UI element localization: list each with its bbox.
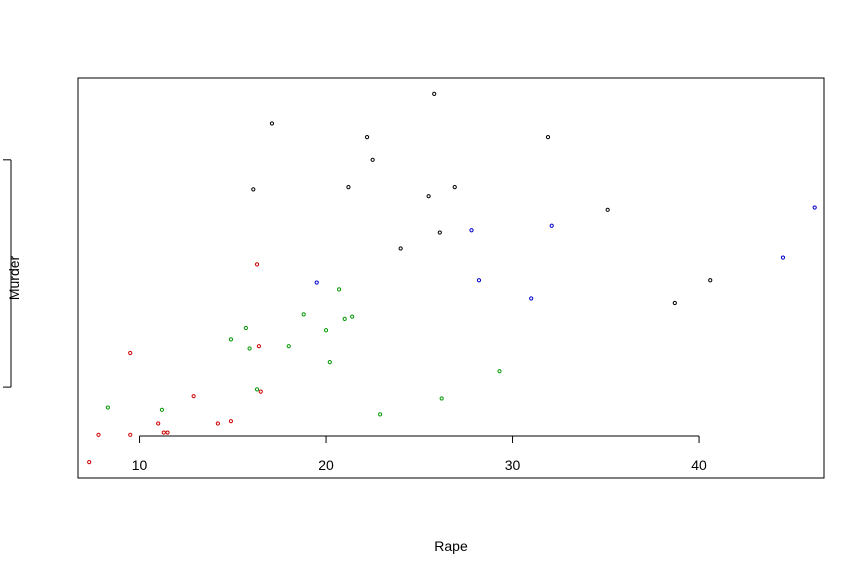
data-point (469, 228, 474, 233)
x-tick-label: 30 (505, 457, 521, 473)
data-point (370, 157, 375, 162)
y-axis (3, 159, 12, 388)
data-point (314, 280, 319, 285)
data-point (286, 344, 291, 349)
data-point (301, 312, 306, 317)
data-point (323, 328, 329, 333)
x-axis: 10 20 30 40 (132, 435, 707, 473)
data-point (159, 407, 165, 412)
data-point (254, 387, 260, 392)
data-point (228, 337, 234, 342)
data-point (243, 325, 248, 331)
data-points (87, 91, 817, 465)
data-point (452, 184, 457, 190)
data-point (128, 350, 133, 356)
x-tick-label: 40 (691, 457, 707, 473)
data-point (545, 134, 551, 140)
data-point (342, 316, 347, 322)
data-point (269, 121, 275, 126)
data-point (258, 389, 263, 394)
data-point (247, 346, 252, 351)
data-point (161, 430, 166, 435)
data-point (87, 459, 92, 465)
data-point (128, 432, 133, 437)
data-point (228, 419, 234, 424)
data-point (529, 296, 534, 301)
data-point (549, 223, 554, 228)
x-tick-label: 10 (132, 457, 148, 473)
data-point (497, 369, 502, 374)
data-point (191, 394, 196, 399)
data-point (780, 255, 786, 260)
data-point (439, 396, 444, 401)
data-point (432, 91, 437, 97)
data-point (364, 134, 370, 140)
data-point (672, 300, 677, 306)
data-point (708, 278, 713, 283)
data-point (327, 359, 332, 365)
data-point (165, 430, 170, 435)
data-point (426, 194, 431, 199)
y-axis-label: Murder (6, 255, 22, 300)
data-point (476, 278, 482, 283)
data-point (437, 230, 442, 235)
data-point (256, 344, 262, 349)
data-point (337, 287, 342, 292)
data-point (350, 314, 355, 319)
data-point (156, 421, 161, 426)
data-point (215, 421, 220, 426)
data-point (346, 184, 351, 190)
x-tick-label: 20 (318, 457, 334, 473)
data-point (105, 405, 110, 410)
data-point (254, 262, 260, 267)
data-point (251, 187, 256, 192)
x-axis-label: Rape (434, 538, 468, 554)
data-point (605, 207, 610, 212)
plot-frame (77, 77, 825, 479)
data-point (398, 246, 403, 251)
data-point (96, 432, 101, 437)
data-point (812, 205, 817, 210)
data-point (378, 412, 383, 417)
